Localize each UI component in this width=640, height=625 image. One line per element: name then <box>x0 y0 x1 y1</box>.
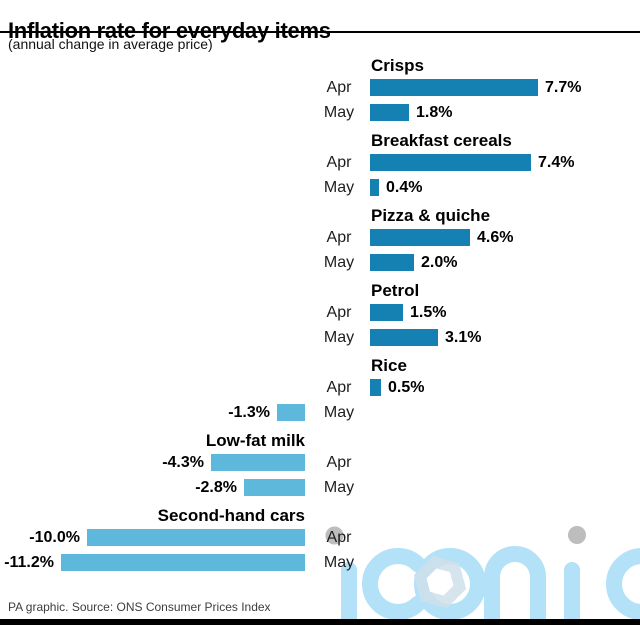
month-label: Apr <box>326 454 352 471</box>
bar <box>370 254 414 271</box>
bar <box>61 554 305 571</box>
value-label: -11.2% <box>4 554 54 571</box>
month-label: Apr <box>326 79 352 96</box>
value-label: 0.5% <box>388 379 425 396</box>
title-rule <box>0 31 640 33</box>
bar <box>87 529 305 546</box>
month-label: May <box>323 479 355 496</box>
item-label: Pizza & quiche <box>371 206 491 225</box>
item-label: Crisps <box>371 56 424 75</box>
value-label: 2.0% <box>421 254 458 271</box>
value-label: 7.4% <box>538 154 575 171</box>
item-label: Breakfast cereals <box>371 131 512 150</box>
chart-subtitle: (annual change in average price) <box>8 36 213 52</box>
value-label: 1.5% <box>410 304 447 321</box>
value-label: 7.7% <box>545 79 582 96</box>
value-label: 3.1% <box>445 329 482 346</box>
watermark-iconic <box>320 518 640 625</box>
bar <box>370 304 403 321</box>
month-label: Apr <box>326 304 352 321</box>
bar <box>370 79 538 96</box>
iconic-logo-glyphs <box>325 526 640 625</box>
value-label: 4.6% <box>477 229 514 246</box>
bar <box>370 179 379 196</box>
value-label: -10.0% <box>29 529 80 546</box>
value-label: 1.8% <box>416 104 453 121</box>
i-dot-grey-circle <box>325 526 344 545</box>
month-label: May <box>323 179 355 196</box>
bar <box>370 229 470 246</box>
bar <box>370 329 438 346</box>
month-label: May <box>323 554 355 571</box>
page-title: Inflation rate for everyday items <box>8 17 331 43</box>
month-label: May <box>323 329 355 346</box>
month-label: Apr <box>326 379 352 396</box>
bar <box>370 104 409 121</box>
bar <box>244 479 305 496</box>
value-label: -1.3% <box>228 404 270 421</box>
i-dot-grey-circle <box>568 526 586 544</box>
month-label: May <box>323 254 355 271</box>
value-label: -4.3% <box>162 454 204 471</box>
bar <box>211 454 305 471</box>
hexagon-icon <box>413 555 467 609</box>
bottom-bar <box>0 619 640 625</box>
item-label: Low-fat milk <box>205 431 305 450</box>
month-label: May <box>323 104 355 121</box>
month-label: May <box>323 404 355 421</box>
month-label: Apr <box>326 154 352 171</box>
bar <box>370 154 531 171</box>
month-label: Apr <box>326 229 352 246</box>
source-credit: PA graphic. Source: ONS Consumer Prices … <box>8 600 271 614</box>
bar <box>370 379 381 396</box>
value-label: -2.8% <box>195 479 237 496</box>
bar <box>277 404 305 421</box>
value-label: 0.4% <box>386 179 423 196</box>
item-label: Rice <box>371 356 407 375</box>
month-label: Apr <box>326 529 352 546</box>
item-label: Petrol <box>371 281 420 300</box>
item-label: Second-hand cars <box>157 506 305 525</box>
